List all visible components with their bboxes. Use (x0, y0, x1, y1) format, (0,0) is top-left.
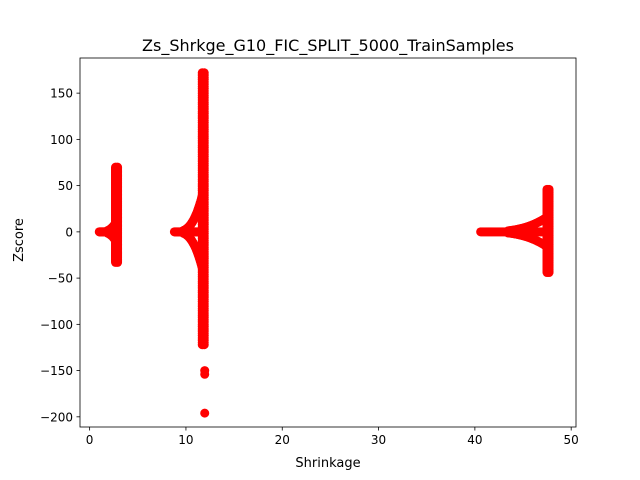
y-tick-label: 50 (58, 179, 73, 193)
chart-title: Zs_Shrkge_G10_FIC_SPLIT_5000_TrainSample… (142, 36, 514, 56)
y-tick-label: 150 (50, 87, 73, 101)
point-cluster (476, 184, 554, 278)
x-tick-label: 30 (371, 433, 386, 447)
data-point (542, 184, 552, 194)
y-tick-label: −150 (40, 364, 73, 378)
x-tick-label: 20 (275, 433, 290, 447)
outlier-point (200, 408, 210, 418)
outlier-point (200, 369, 210, 379)
data-point (111, 162, 121, 172)
axes: 0 10 20 30 40 50 −200 −150 −100 −50 0 50 100 150 (40, 57, 579, 447)
y-tick-label: −50 (48, 272, 73, 286)
x-tick-label: 10 (178, 433, 193, 447)
x-tick-label: 50 (564, 433, 579, 447)
y-axis-label: Zscore (12, 218, 27, 262)
x-axis-label: Shrinkage (295, 456, 360, 471)
x-tick-label: 40 (467, 433, 482, 447)
y-tick-label: −200 (40, 410, 73, 424)
plot-frame (79, 57, 577, 428)
data-point (197, 68, 207, 78)
point-cluster (169, 68, 209, 350)
data-points (94, 68, 554, 418)
y-tick-label: 0 (65, 225, 73, 239)
x-tick-label: 0 (86, 433, 94, 447)
point-cluster (94, 162, 123, 267)
y-tick-label: −100 (40, 318, 73, 332)
y-tick-label: 100 (50, 133, 73, 147)
